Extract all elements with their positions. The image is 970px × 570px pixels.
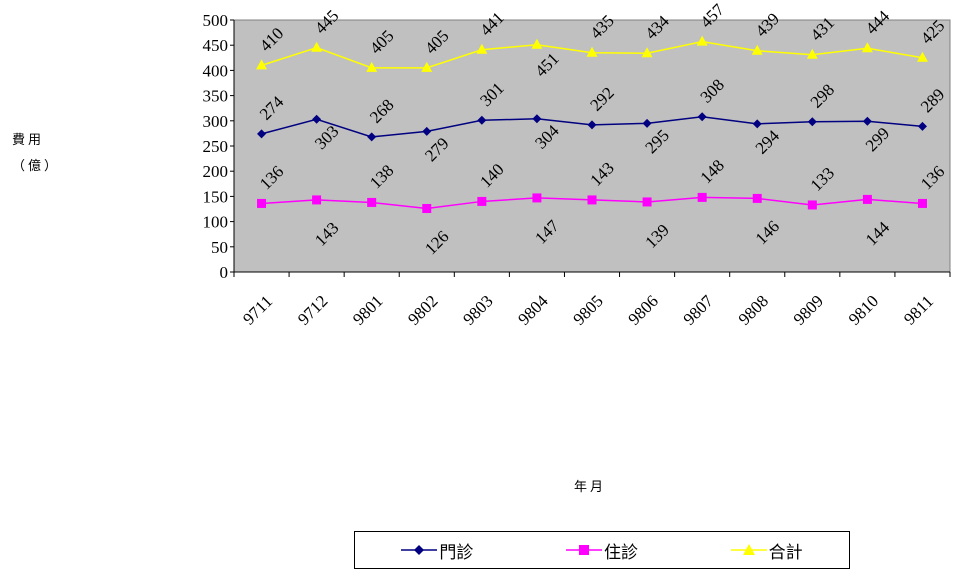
y-tick-label: 500: [203, 11, 229, 30]
data-point-square: [862, 194, 872, 204]
legend-item-inpatient: 住診: [565, 538, 638, 563]
legend-item-outpatient: 門診: [401, 538, 473, 563]
x-tick-label: 9802: [404, 291, 441, 328]
legend-label-total: 合計: [768, 542, 803, 563]
data-point-square: [697, 192, 707, 202]
square-marker-icon: [565, 545, 602, 555]
x-tick-label: 9801: [349, 291, 386, 328]
data-point-diamond: [862, 116, 872, 126]
data-point-diamond: [257, 129, 267, 139]
data-point-diamond: [367, 132, 377, 142]
data-point-square: [367, 197, 377, 207]
x-tick-label: 9809: [790, 291, 827, 328]
y-tick-label: 50: [211, 238, 228, 257]
data-point-square: [422, 203, 432, 213]
data-point-diamond: [422, 126, 432, 136]
data-point-diamond: [917, 121, 927, 131]
data-point-diamond: [477, 115, 487, 125]
data-point-diamond: [752, 119, 762, 129]
y-axis-label-line-1: 費用: [12, 133, 45, 148]
y-tick-label: 0: [220, 263, 229, 282]
data-point-triangle: [366, 61, 378, 72]
data-point-diamond: [642, 118, 652, 128]
data-point-square: [642, 197, 652, 207]
plot-area: [233, 19, 951, 273]
y-tick-label: 300: [203, 112, 229, 131]
data-point-square: [312, 195, 322, 205]
x-tick-label: 9807: [680, 291, 718, 329]
data-point-square: [587, 195, 597, 205]
data-point-triangle: [586, 46, 598, 57]
data-point-triangle: [641, 47, 653, 58]
data-point-diamond: [587, 120, 597, 130]
data-point-diamond: [697, 112, 707, 122]
data-point-triangle: [806, 48, 818, 59]
x-tick-label: 9803: [459, 291, 496, 328]
data-point-triangle: [751, 44, 763, 55]
x-axis-label: 年月: [573, 480, 606, 495]
legend: 門診 住診 合計: [354, 531, 850, 569]
x-tick-label: 9810: [845, 291, 882, 328]
data-point-triangle: [916, 51, 928, 62]
data-point-square: [532, 193, 542, 203]
data-point-triangle: [861, 42, 873, 53]
data-point-diamond: [807, 117, 817, 127]
y-axis-label: 費用 （億）: [12, 128, 61, 180]
legend-item-total: 合計: [730, 538, 803, 563]
legend-label-outpatient: 門診: [439, 542, 474, 563]
y-tick-label: 100: [203, 213, 229, 232]
y-tick-label: 150: [203, 187, 229, 206]
x-tick-label: 9811: [900, 292, 937, 329]
triangle-marker-icon: [730, 544, 767, 555]
y-tick-label: 350: [203, 87, 229, 106]
y-tick-label: 400: [203, 61, 229, 80]
y-axis-label-line-2: （億）: [12, 159, 61, 174]
y-tick-label: 200: [203, 162, 229, 181]
data-point-triangle: [421, 61, 433, 72]
diamond-marker-icon: [401, 545, 438, 555]
x-tick-label: 9712: [294, 291, 331, 328]
data-point-triangle: [311, 41, 323, 52]
x-tick-label: 9711: [239, 292, 276, 329]
x-tick-label: 9804: [514, 291, 552, 329]
data-point-square: [917, 198, 927, 208]
data-point-square: [257, 198, 267, 208]
x-tick-label: 9808: [735, 291, 772, 328]
data-point-diamond: [532, 114, 542, 124]
data-point-diamond: [312, 114, 322, 124]
data-point-square: [807, 200, 817, 210]
data-point-triangle: [256, 59, 268, 70]
data-point-triangle: [476, 43, 488, 54]
y-tick-label: 450: [203, 36, 229, 55]
x-tick-label: 9806: [624, 291, 661, 328]
y-tick-label: 250: [203, 137, 229, 156]
data-point-square: [752, 193, 762, 203]
data-point-square: [477, 196, 487, 206]
data-point-triangle: [696, 35, 708, 46]
x-tick-label: 9805: [569, 291, 606, 328]
data-point-triangle: [531, 38, 543, 49]
legend-label-inpatient: 住診: [603, 542, 638, 563]
